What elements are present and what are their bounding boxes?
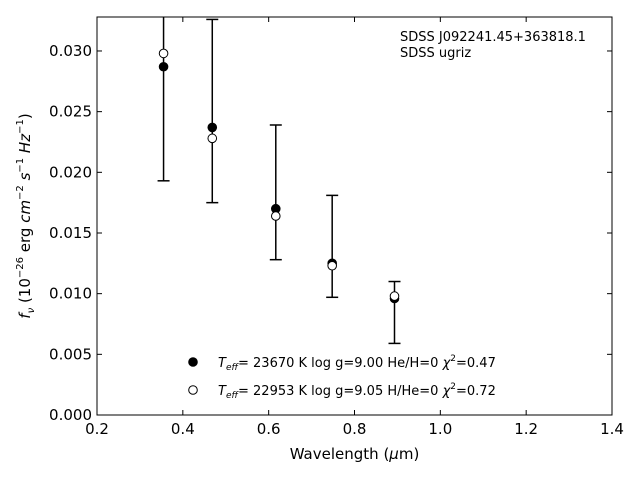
x-axis-ticks: 0.2 0.4 0.6 0.8 1.0 1.2 1.4 (85, 17, 624, 438)
open-circle-point (327, 260, 337, 271)
legend-label-da-model: Teff= 23670 K log g=9.00 He/H=0 χ2=0.47 (218, 354, 496, 373)
y-tick-label: 0.015 (49, 224, 92, 242)
y-tick-label: 0.030 (49, 42, 92, 60)
filter-set-annotation: SDSS ugriz (400, 46, 471, 61)
x-tick-label: 0.2 (85, 420, 109, 438)
y-tick-label: 0.025 (49, 103, 92, 121)
y-tick-label: 0.000 (49, 406, 92, 424)
y-tick-label: 0.010 (49, 285, 92, 303)
x-tick-label: 0.8 (343, 420, 367, 438)
filled-circle-point (207, 122, 218, 133)
x-tick-label: 1.4 (600, 420, 624, 438)
open-circle-point (389, 291, 400, 301)
object-name-annotation: SDSS J092241.45+363818.1 (400, 30, 586, 45)
x-tick-label: 1.2 (514, 420, 538, 438)
open-circle-point (207, 133, 218, 144)
y-tick-label: 0.005 (49, 345, 92, 363)
x-axis-title: Wavelength (μm) (290, 445, 420, 463)
legend-marker-filled (188, 357, 198, 367)
x-tick-label: 1.0 (428, 420, 452, 438)
y-tick-label: 0.020 (49, 163, 92, 181)
open-circle-point (158, 48, 169, 59)
y-axis-title: fν (10−26 erg cm−2 s−1 Hz−1) (15, 113, 37, 318)
open-circle-point (270, 211, 281, 221)
filled-circle-point (158, 61, 169, 72)
legend: Teff= 23670 K log g=9.00 He/H=0 χ2=0.47 … (188, 354, 496, 401)
data-markers (158, 48, 400, 304)
legend-label-db-model: Teff= 22953 K log g=9.05 H/He=0 χ2=0.72 (218, 382, 496, 401)
x-tick-label: 0.6 (257, 420, 281, 438)
legend-marker-open (188, 385, 198, 395)
y-axis-ticks: 0.000 0.005 0.010 0.015 0.020 0.025 0.030 (49, 42, 612, 424)
x-tick-label: 0.4 (171, 420, 195, 438)
error-bars (157, 17, 401, 345)
